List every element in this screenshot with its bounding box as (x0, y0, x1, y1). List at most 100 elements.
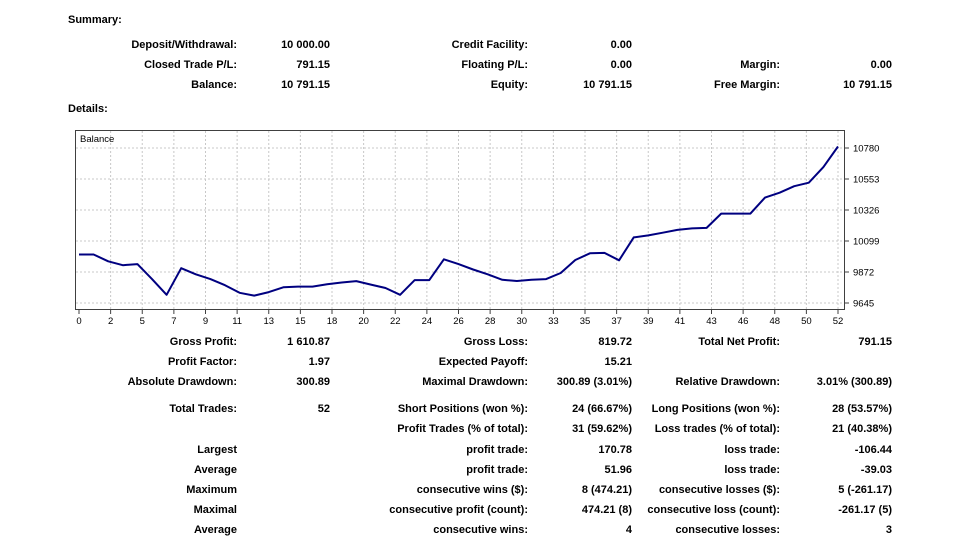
stat-row: Closed Trade P/L: 791.15 Floating P/L: 0.00… (0, 55, 970, 75)
stat-label: Long Positions (won %): (651, 403, 780, 415)
stat-label: Average (193, 524, 237, 536)
stat-label: Gross Loss: (463, 336, 528, 348)
summary-heading: Summary: (68, 14, 122, 26)
svg-text:0: 0 (76, 316, 81, 327)
stat-value: 15.21 (604, 356, 632, 368)
chart-border (75, 130, 845, 310)
stat-value: 3.01% (300.89) (816, 376, 892, 388)
svg-text:46: 46 (738, 316, 749, 327)
svg-text:35: 35 (580, 316, 591, 327)
x-axis-labels: 0 2 5 7 9 11 13 15 18 20 22 24 26 28 30 33 35 37 39 41 43 46 4… (76, 310, 843, 327)
stat-label: profit trade: (466, 464, 528, 476)
stat-value: -39.03 (860, 464, 892, 476)
svg-text:37: 37 (611, 316, 622, 327)
stat-row: Balance: 10 791.15 Equity: 10 791.15 Free Ma… (0, 75, 970, 95)
stat-label: Maximal (193, 504, 237, 516)
stat-value: -261.17 (5) (838, 504, 892, 516)
stat-label: loss trade: (724, 444, 780, 456)
svg-text:9: 9 (203, 316, 208, 327)
svg-text:39: 39 (643, 316, 654, 327)
svg-text:15: 15 (295, 316, 306, 327)
svg-text:9872: 9872 (853, 268, 874, 279)
svg-text:10326: 10326 (853, 206, 879, 217)
stat-row: Deposit/Withdrawal: 10 000.00 Credit Facil… (0, 35, 970, 55)
stat-value: 300.89 (296, 376, 330, 388)
stat-label: Largest (197, 444, 237, 456)
stat-row: Profit Factor: 1.97 Expected Payoff: 15.21 (0, 352, 970, 372)
stat-value: 170.78 (598, 444, 632, 456)
svg-text:28: 28 (485, 316, 496, 327)
stat-row: Maximum consecutive wins ($): 8 (474.21) co… (0, 480, 970, 500)
svg-text:48: 48 (769, 316, 780, 327)
stat-value: 300.89 (3.01%) (556, 376, 632, 388)
stat-label: consecutive profit (count): (389, 504, 528, 516)
stat-value: 5 (-261.17) (838, 484, 892, 496)
stat-label: Closed Trade P/L: (144, 59, 237, 71)
stat-value: -106.44 (854, 444, 892, 456)
stat-value: 51.96 (604, 464, 632, 476)
stat-value: 791.15 (858, 336, 892, 348)
svg-text:52: 52 (833, 316, 844, 327)
stat-value: 31 (59.62%) (572, 423, 632, 435)
stat-value: 10 791.15 (281, 79, 330, 91)
stat-row: Average consecutive wins: 4 consecutive los… (0, 520, 970, 540)
stat-label: Loss trades (% of total): (654, 423, 780, 435)
svg-text:26: 26 (453, 316, 464, 327)
stat-label: consecutive wins ($): (416, 484, 528, 496)
svg-text:7: 7 (171, 316, 176, 327)
stat-value: 52 (317, 403, 330, 415)
balance-chart[interactable]: 10780 10553 10326 10099 9872 9645 0 2 5 7 9 11 13 15 1… (75, 130, 885, 330)
stat-label: consecutive losses: (675, 524, 780, 536)
stat-label: Relative Drawdown: (675, 376, 780, 388)
svg-text:10780: 10780 (853, 144, 879, 155)
stat-value: 10 791.15 (843, 79, 892, 91)
stat-label: Expected Payoff: (438, 356, 528, 368)
stat-label: Credit Facility: (451, 39, 528, 51)
y-axis-labels: 10780 10553 10326 10099 9872 9645 (845, 144, 879, 310)
stat-value: 791.15 (296, 59, 330, 71)
stat-value: 3 (885, 524, 892, 536)
svg-text:9645: 9645 (853, 299, 874, 310)
stat-label: consecutive loss (count): (647, 504, 780, 516)
stat-label: Balance: (191, 79, 237, 91)
chart-grid (76, 131, 844, 309)
svg-text:30: 30 (516, 316, 527, 327)
stat-value: 4 (625, 524, 632, 536)
stat-value: 10 000.00 (281, 39, 330, 51)
stat-label: Equity: (490, 79, 528, 91)
svg-text:24: 24 (422, 316, 433, 327)
stat-label: consecutive wins: (433, 524, 528, 536)
stat-value: 1 610.87 (287, 336, 330, 348)
svg-text:5: 5 (140, 316, 145, 327)
stat-label: Free Margin: (713, 79, 780, 91)
stat-label: Profit Factor: (167, 356, 237, 368)
stat-value: 24 (66.67%) (572, 403, 632, 415)
stat-label: profit trade: (466, 444, 528, 456)
stat-value: 0.00 (870, 59, 892, 71)
stat-value: 28 (53.57%) (832, 403, 892, 415)
svg-text:33: 33 (548, 316, 559, 327)
svg-text:2: 2 (108, 316, 113, 327)
stat-label: Total Trades: (169, 403, 237, 415)
stat-row: Total Trades: 52 Short Positions (won %): 2… (0, 399, 970, 419)
stat-value: 819.72 (598, 336, 632, 348)
stat-label: Margin: (740, 59, 780, 71)
stat-label: Gross Profit: (169, 336, 237, 348)
stat-label: Average (193, 464, 237, 476)
balance-line (79, 145, 839, 297)
stat-row: Largest profit trade: 170.78 loss trade: -10… (0, 440, 970, 460)
stat-label: Floating P/L: (461, 59, 528, 71)
stat-row: Profit Trades (% of total): 31 (59.62%) Lo… (0, 419, 970, 439)
stat-label: Deposit/Withdrawal: (131, 39, 237, 51)
stat-label: Maximal Drawdown: (422, 376, 528, 388)
stat-value: 8 (474.21) (581, 484, 632, 496)
svg-text:22: 22 (390, 316, 401, 327)
svg-text:43: 43 (706, 316, 717, 327)
svg-text:41: 41 (675, 316, 686, 327)
stat-label: Maximum (186, 484, 237, 496)
stat-label: consecutive losses ($): (658, 484, 780, 496)
svg-text:18: 18 (327, 316, 338, 327)
svg-text:10553: 10553 (853, 175, 879, 186)
stat-value: 0.00 (610, 39, 632, 51)
stat-label: Total Net Profit: (698, 336, 780, 348)
